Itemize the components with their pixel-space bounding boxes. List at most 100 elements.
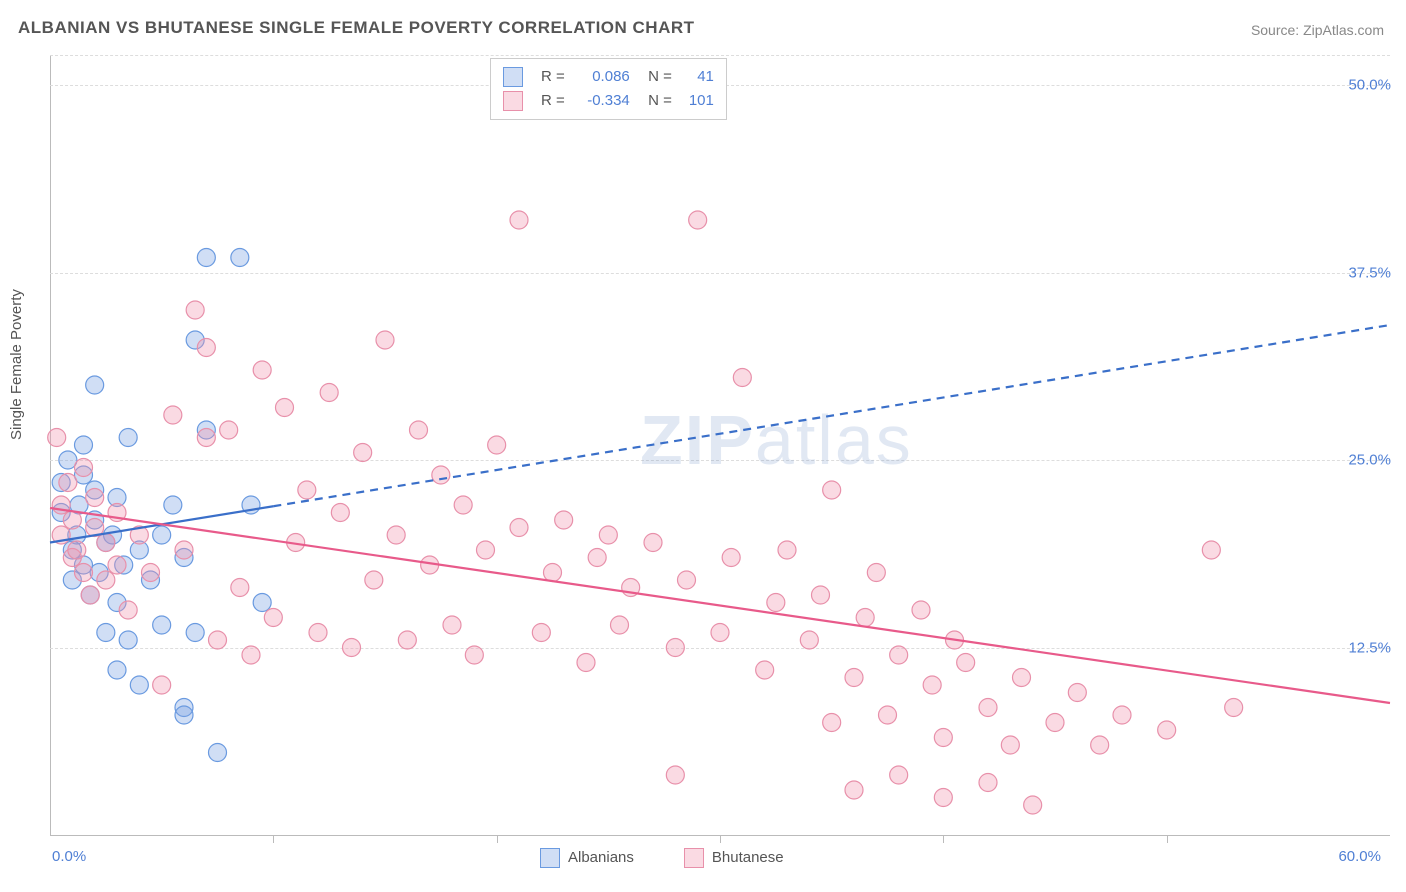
data-point: [1013, 669, 1031, 687]
data-point: [666, 639, 684, 657]
data-point: [75, 459, 93, 477]
data-point: [443, 616, 461, 634]
data-point: [108, 661, 126, 679]
data-point: [410, 421, 428, 439]
data-point: [488, 436, 506, 454]
data-point: [276, 399, 294, 417]
data-point: [75, 564, 93, 582]
n-label: N =: [640, 89, 672, 113]
n-label: N =: [640, 65, 672, 89]
data-point: [119, 601, 137, 619]
legend-label: Bhutanese: [712, 849, 784, 866]
data-point: [912, 601, 930, 619]
data-point: [1024, 796, 1042, 814]
data-point: [1091, 736, 1109, 754]
data-point: [823, 714, 841, 732]
x-tick: [497, 835, 498, 843]
data-point: [119, 631, 137, 649]
data-point: [398, 631, 416, 649]
legend-swatch-bhutanese: [503, 91, 523, 111]
x-axis-min-label: 0.0%: [52, 848, 86, 865]
data-point: [979, 699, 997, 717]
r-label: R =: [541, 89, 565, 113]
y-axis-label: Single Female Poverty: [8, 289, 25, 440]
data-point: [153, 616, 171, 634]
legend-item-albanians: Albanians: [540, 848, 634, 868]
data-point: [856, 609, 874, 627]
r-label: R =: [541, 65, 565, 89]
data-point: [197, 249, 215, 267]
data-point: [979, 774, 997, 792]
correlation-row-albanians: R = 0.086 N = 41: [503, 65, 714, 89]
data-point: [175, 706, 193, 724]
data-point: [1113, 706, 1131, 724]
n-value-albanians: 41: [682, 65, 714, 89]
data-point: [432, 466, 450, 484]
data-point: [331, 504, 349, 522]
x-tick: [943, 835, 944, 843]
data-point: [68, 541, 86, 559]
x-axis-max-label: 60.0%: [1338, 848, 1381, 865]
data-point: [186, 301, 204, 319]
data-point: [1046, 714, 1064, 732]
data-point: [365, 571, 383, 589]
data-point: [778, 541, 796, 559]
data-point: [845, 669, 863, 687]
chart-canvas: [50, 55, 1390, 835]
data-point: [957, 654, 975, 672]
data-point: [1068, 684, 1086, 702]
data-point: [242, 646, 260, 664]
data-point: [678, 571, 696, 589]
trend-line: [50, 508, 1390, 703]
data-point: [879, 706, 897, 724]
legend-swatch-albanians: [503, 67, 523, 87]
data-point: [477, 541, 495, 559]
data-point: [164, 496, 182, 514]
data-point: [733, 369, 751, 387]
data-point: [1202, 541, 1220, 559]
data-point: [644, 534, 662, 552]
data-point: [800, 631, 818, 649]
data-point: [175, 541, 193, 559]
data-point: [97, 571, 115, 589]
x-tick: [1167, 835, 1168, 843]
data-point: [48, 429, 66, 447]
data-point: [465, 646, 483, 664]
data-point: [130, 676, 148, 694]
data-point: [387, 526, 405, 544]
data-point: [209, 631, 227, 649]
legend-label: Albanians: [568, 849, 634, 866]
data-point: [812, 586, 830, 604]
data-point: [197, 429, 215, 447]
data-point: [97, 534, 115, 552]
data-point: [220, 421, 238, 439]
data-point: [197, 339, 215, 357]
data-point: [767, 594, 785, 612]
chart-source: Source: ZipAtlas.com: [1251, 22, 1384, 38]
legend-swatch-bhutanese: [684, 848, 704, 868]
x-tick: [720, 835, 721, 843]
data-point: [81, 586, 99, 604]
correlation-row-bhutanese: R = -0.334 N = 101: [503, 89, 714, 113]
data-point: [63, 511, 81, 529]
data-point: [354, 444, 372, 462]
data-point: [666, 766, 684, 784]
data-point: [320, 384, 338, 402]
data-point: [934, 789, 952, 807]
data-point: [544, 564, 562, 582]
data-point: [711, 624, 729, 642]
data-point: [142, 564, 160, 582]
data-point: [253, 361, 271, 379]
n-value-bhutanese: 101: [682, 89, 714, 113]
data-point: [577, 654, 595, 672]
legend-swatch-albanians: [540, 848, 560, 868]
data-point: [588, 549, 606, 567]
data-point: [264, 609, 282, 627]
data-point: [510, 519, 528, 537]
data-point: [108, 556, 126, 574]
data-point: [1158, 721, 1176, 739]
data-point: [209, 744, 227, 762]
r-value-albanians: 0.086: [575, 65, 630, 89]
data-point: [845, 781, 863, 799]
data-point: [298, 481, 316, 499]
